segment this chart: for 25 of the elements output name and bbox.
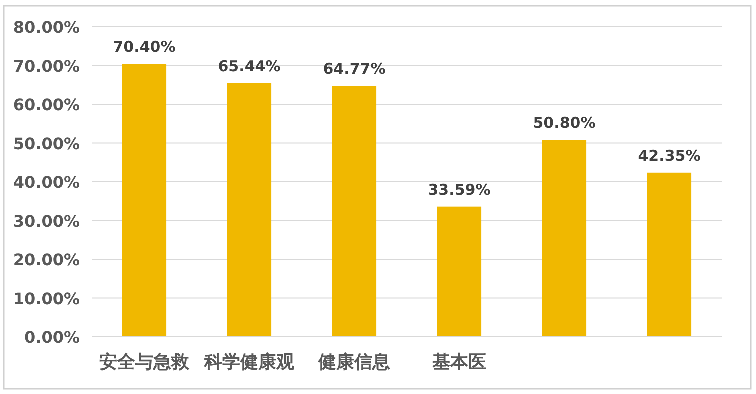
y-tick-label: 0.00% [24,328,80,347]
bar [332,86,377,337]
data-label: 42.35% [638,146,701,165]
data-label: 50.80% [533,114,596,132]
y-tick-label: 60.00% [13,96,80,114]
data-label: 64.77% [323,60,386,78]
x-tick-label: 基本医 [432,352,486,372]
y-tick-label: 80.00% [13,18,80,37]
bar [647,172,692,337]
data-label: 65.44% [218,57,281,76]
y-tick-label: 70.00% [13,56,80,76]
x-tick-label: 科学健康观 [204,352,296,372]
bar [542,140,587,337]
data-label: 33.59% [428,180,491,199]
y-tick-label: 20.00% [13,250,80,270]
bar [227,83,272,337]
y-tick-label: 10.00% [13,289,80,308]
bar [122,64,167,337]
data-label: 70.40% [113,38,176,56]
x-tick-label: 健康信息 [318,352,390,372]
y-tick-label: 50.00% [13,134,80,154]
x-tick-label: 安全与急救 [100,352,190,372]
bar [437,206,482,337]
y-tick-label: 40.00% [13,173,80,192]
y-tick-label: 30.00% [13,212,80,231]
